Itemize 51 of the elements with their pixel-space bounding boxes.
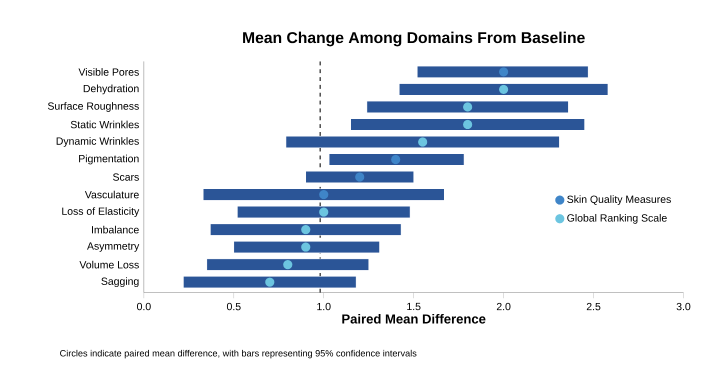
y-tick-label: Imbalance (92, 226, 139, 234)
y-tick-label: Surface Roughness (48, 102, 139, 112)
y-tick-label: Sagging (101, 277, 139, 288)
legend-label: Skin Quality Measures (567, 195, 671, 206)
bar (234, 241, 380, 254)
bar (305, 171, 414, 184)
point (499, 84, 508, 94)
point (391, 155, 400, 164)
point (499, 67, 508, 77)
bar (350, 118, 585, 131)
y-tick-label: Scars (113, 173, 139, 181)
x-tick-label: 1.5 (407, 302, 420, 310)
y-tick-label: Dynamic Wrinkles (56, 137, 139, 147)
bar (206, 258, 369, 271)
point (319, 190, 328, 200)
legend-label: Global Ranking Scale (567, 214, 667, 224)
x-tick-label: 3.0 (676, 302, 690, 310)
text: Circles indicate paired mean difference, with bars representing 95% confidence intervals (60, 350, 416, 358)
point (463, 102, 472, 112)
point (265, 278, 274, 287)
y-tick-label: Asymmetry (87, 242, 140, 252)
y-tick-label: Loss of Elasticity (62, 207, 140, 218)
bar (366, 100, 569, 114)
bar (183, 276, 356, 288)
point (355, 172, 364, 182)
point (319, 208, 328, 217)
point (301, 242, 310, 252)
point (301, 225, 310, 234)
bar (202, 188, 445, 201)
y-tick-label: Volume Loss (79, 260, 139, 269)
y-tick-label: Pigmentation (79, 154, 139, 164)
point (283, 260, 292, 270)
bar (286, 136, 560, 148)
y-tick-label: Visible Pores (78, 68, 139, 76)
bar (417, 66, 588, 78)
point (463, 120, 472, 130)
y-tick-label: Vasculature (84, 190, 139, 198)
x-axis-title: Paired Mean Difference (342, 314, 486, 324)
y-tick-label: Static Wrinkles (70, 120, 139, 128)
x-tick-label: 0.5 (226, 302, 241, 310)
x-tick-label: 1.0 (317, 302, 331, 310)
bar (328, 154, 464, 166)
x-tick-label: 0.0 (137, 302, 151, 310)
x-tick-label: 2.0 (496, 302, 510, 310)
bar (399, 83, 608, 96)
y-tick-label: Dehydration (84, 84, 139, 94)
bar (210, 224, 402, 236)
chart-title: Mean Change Among Domains From Baseline (243, 32, 585, 46)
bar (237, 206, 410, 218)
x-tick-label: 2.5 (586, 302, 600, 310)
point (418, 137, 428, 147)
